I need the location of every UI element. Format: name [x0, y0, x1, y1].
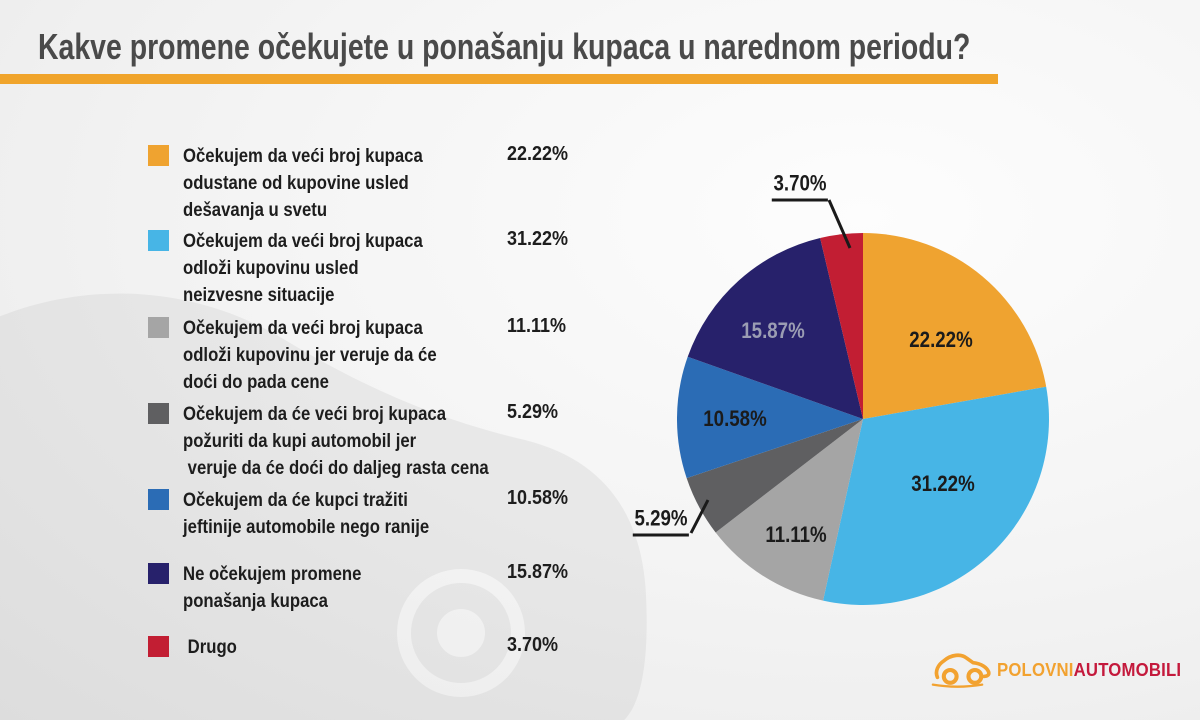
- brand-logo: POLOVNIAUTOMOBILI: [931, 648, 1195, 692]
- pie-slice: [715, 419, 863, 601]
- legend-swatch: [148, 563, 169, 584]
- pie-slice: [820, 233, 863, 419]
- car-watermark: [0, 293, 647, 720]
- car-watermark-body: [0, 293, 647, 720]
- legend-label: Očekujem da će veći broj kupaca požuriti …: [183, 404, 489, 479]
- legend-label: Očekujem da će kupci tražiti jeftinije au…: [183, 490, 430, 538]
- pie-slice: [863, 233, 1047, 419]
- legend-swatch: [148, 145, 169, 166]
- legend-swatch: [148, 403, 169, 424]
- car-logo-icon: [931, 653, 991, 688]
- page-title: Kakve promene očekujete u ponašanju kupa…: [38, 26, 971, 67]
- legend-value: 31.22%: [507, 228, 569, 250]
- pie-slice: [676, 356, 863, 479]
- car-watermark-wheel-icon: [411, 583, 511, 683]
- legend-value: 22.22%: [507, 143, 569, 165]
- legend-label: Očekujem da veći broj kupaca odloži kupov…: [183, 231, 423, 306]
- legend-swatch: [148, 317, 169, 338]
- legend-value: 3.70%: [507, 634, 559, 656]
- legend-label: Drugo: [183, 637, 237, 658]
- pie-slice: [686, 419, 863, 533]
- legend-value: 11.11%: [507, 315, 567, 337]
- legend-label: Očekujem da veći broj kupaca odloži kupov…: [183, 318, 437, 393]
- pie-slice: [823, 386, 1049, 606]
- legend-label: Očekujem da veći broj kupaca odustane od …: [183, 146, 423, 221]
- legend-label: Ne očekujem promene ponašanja kupaca: [183, 564, 362, 612]
- brand-name: POLOVNIAUTOMOBILI: [997, 660, 1181, 681]
- legend-swatch: [148, 489, 169, 510]
- title-accent-bar: [0, 74, 998, 84]
- pie-slice: [687, 238, 863, 419]
- brand-primary: POLOVNI: [997, 659, 1074, 680]
- legend-swatch: [148, 230, 169, 251]
- legend: Očekujem da veći broj kupaca odustane od …: [148, 0, 608, 720]
- legend-value: 10.58%: [507, 487, 569, 509]
- legend-swatch: [148, 636, 169, 657]
- legend-value: 15.87%: [507, 561, 569, 583]
- brand-secondary: AUTOMOBILI: [1073, 659, 1182, 680]
- legend-value: 5.29%: [507, 401, 559, 423]
- pie-slice-label: 3.70%: [771, 171, 829, 202]
- pie-chart: [676, 233, 1049, 606]
